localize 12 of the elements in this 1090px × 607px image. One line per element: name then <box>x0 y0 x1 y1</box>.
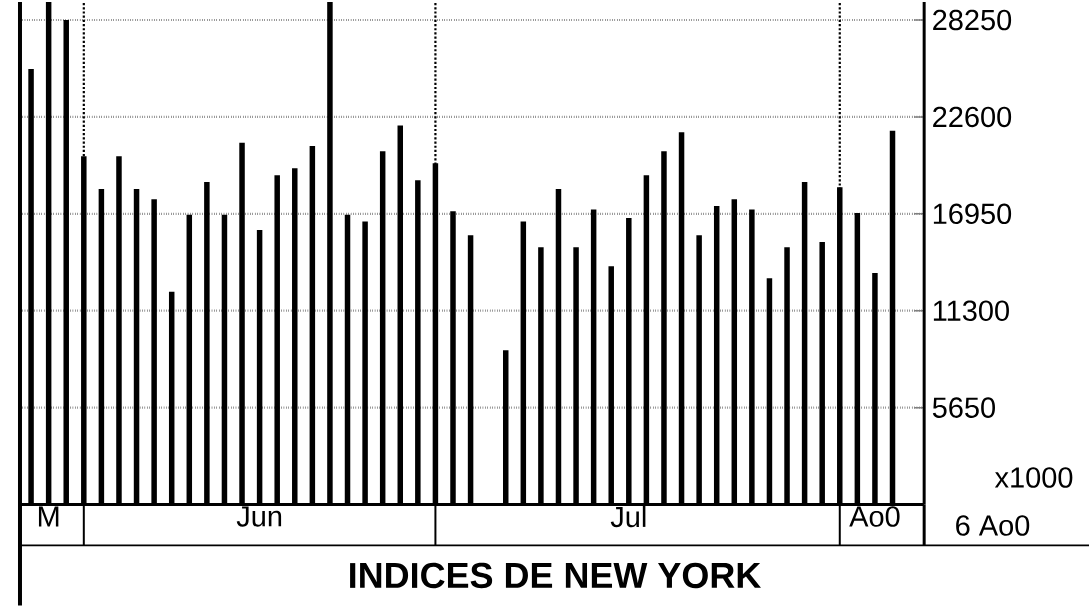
y-tick-label: 22600 <box>933 106 1012 127</box>
y-tick-label: 28250 <box>933 9 1012 31</box>
x-tick-label: Jul <box>610 505 646 527</box>
text: INDICES DE NEW YORK <box>350 562 761 588</box>
y-tick-label: 11300 <box>933 300 1009 321</box>
text: 6 Ao0 <box>956 515 1030 536</box>
y-tick-label: 16950 <box>933 203 1012 224</box>
x-tick-label: Ao0 <box>849 506 900 527</box>
y-tick-label: 5650 <box>932 397 995 418</box>
x-tick-label: Jun <box>236 506 282 527</box>
x-tick-label: M <box>38 506 59 527</box>
text: x1000 <box>994 467 1073 488</box>
